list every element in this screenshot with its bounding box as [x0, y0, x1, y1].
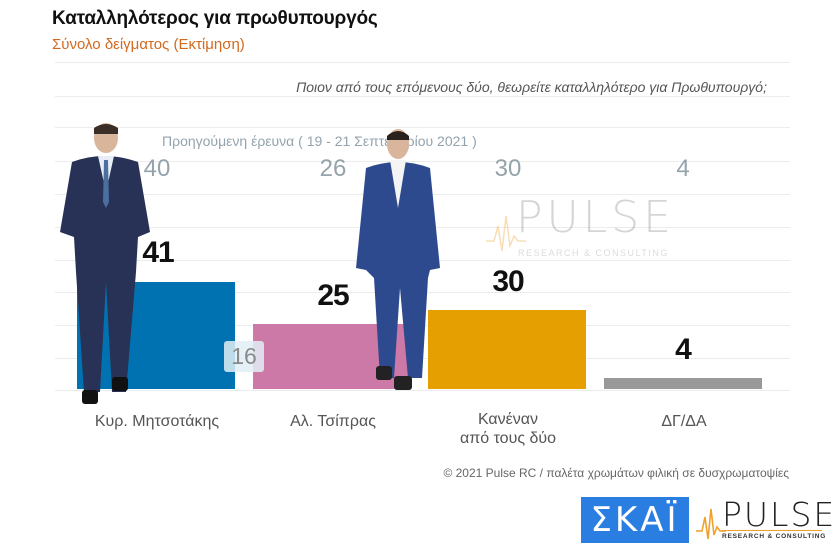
pulse-watermark: PULSE RESEARCH & CONSULTING	[486, 192, 676, 266]
difference-badge: 16	[224, 341, 264, 372]
label-none-line2: από τους δύο	[459, 430, 557, 447]
watermark-tag: RESEARCH & CONSULTING	[518, 248, 669, 258]
label-none: Κανέναν από τους δύο	[428, 410, 588, 448]
previous-value-tsipras: 26	[319, 155, 347, 182]
gridline	[55, 127, 790, 128]
value-dk: 4	[675, 333, 692, 366]
tsipras-photo	[356, 129, 440, 390]
gridline	[55, 161, 790, 162]
watermark-word: PULSE	[516, 192, 675, 243]
previous-value-mitsotakis: 40	[143, 155, 171, 182]
skai-logo: ΣΚΑΪ	[581, 497, 689, 543]
pulse-wave-icon	[696, 508, 726, 540]
chart-title: Καταλληλότερος για πρωθυπουργός	[52, 8, 378, 29]
bar-dk	[604, 378, 762, 389]
pulse-word: PULSE	[722, 495, 837, 534]
label-dk: ΔΓ/ΔΑ	[661, 413, 707, 430]
pulse-tag: RESEARCH & CONSULTING	[722, 533, 827, 540]
gridline	[55, 62, 790, 63]
mitsotakis-photo	[60, 123, 150, 404]
copyright-note: © 2021 Pulse RC / παλέτα χρωμάτων φιλική…	[443, 466, 789, 480]
pulse-underline	[722, 530, 822, 531]
bar-none	[428, 310, 586, 389]
label-mitsotakis: Κυρ. Μητσοτάκης	[94, 413, 220, 430]
gridline	[55, 390, 790, 391]
pulse-logo: PULSE RESEARCH & CONSULTING	[696, 495, 834, 547]
pulse-wave-icon	[486, 215, 526, 252]
label-none-line1: Κανέναν	[477, 411, 539, 428]
value-none: 30	[492, 265, 524, 298]
previous-value-none: 30	[494, 155, 522, 182]
chart-subtitle: Σύνολο δείγματος (Εκτίμηση)	[52, 36, 245, 53]
previous-value-dk: 4	[676, 155, 690, 182]
survey-question: Ποιον από τους επόμενους δύο, θεωρείτε κ…	[296, 79, 767, 95]
label-tsipras: Αλ. Τσίπρας	[290, 413, 376, 430]
gridline	[55, 96, 790, 97]
value-mitsotakis: 41	[142, 236, 174, 269]
value-tsipras: 25	[317, 279, 349, 312]
